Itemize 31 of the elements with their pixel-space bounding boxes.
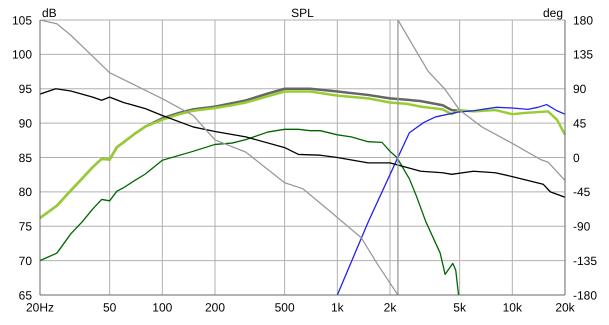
y2-tick-label: 45	[573, 116, 587, 130]
y2-tick-label: -135	[573, 254, 598, 268]
y2-tick-label: 90	[573, 82, 587, 96]
x-tick-label: 50	[102, 300, 117, 315]
y-tick-label: 95	[18, 82, 32, 96]
x-tick-label: 20Hz	[26, 300, 54, 315]
y-tick-label: 90	[18, 116, 32, 130]
y2-tick-label: -180	[573, 288, 598, 302]
y-tick-label: 100	[12, 48, 32, 62]
x-tick-label: 5k	[453, 300, 467, 315]
y-tick-label: 85	[18, 150, 32, 165]
x-tick-label: 200	[204, 300, 226, 315]
y-tick-label: 75	[18, 220, 32, 234]
y2-tick-label: 135	[573, 48, 594, 62]
x-tick-label: 2k	[384, 300, 398, 315]
y-tick-label: 105	[12, 13, 32, 28]
x-tick-label: 500	[274, 300, 295, 315]
y-axis-title: dB	[42, 6, 57, 20]
y2-tick-label: -45	[573, 185, 591, 200]
y-tick-label: 65	[18, 288, 32, 302]
x-tick-label: 10k	[502, 300, 523, 315]
y2-tick-label: -90	[573, 220, 591, 234]
y2-axis-title: deg	[542, 6, 563, 20]
y2-tick-label: 0	[573, 150, 580, 165]
x-tick-label: 100	[152, 300, 173, 315]
y-tick-label: 70	[18, 254, 32, 268]
y2-tick-label: 180	[573, 13, 594, 28]
chart-title: SPL	[291, 6, 314, 20]
y-tick-label: 80	[18, 185, 32, 200]
x-tick-label: 1k	[330, 300, 345, 315]
x-tick-label: 20k	[555, 300, 576, 315]
